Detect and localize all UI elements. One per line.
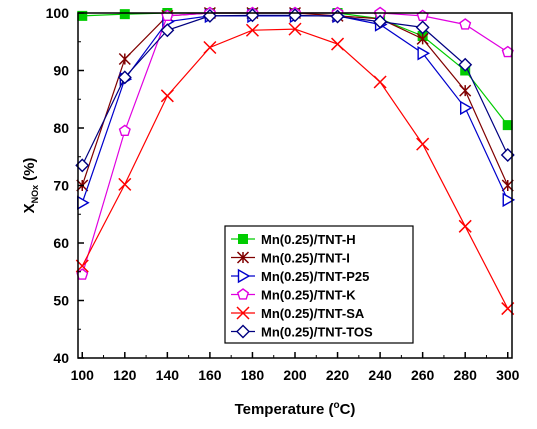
data-point: [245, 23, 259, 37]
x-tick-label: 300: [496, 367, 520, 383]
y-axis-label-main: X: [21, 203, 38, 213]
y-tick-label: 80: [53, 120, 69, 136]
y-tick-label: 100: [46, 5, 70, 21]
data-point: [416, 137, 430, 151]
legend-item: Mn(0.25)/TNT-TOS: [231, 325, 373, 340]
data-point: [459, 84, 472, 97]
y-tick-label: 90: [53, 63, 69, 79]
legend-marker: [238, 234, 248, 244]
data-point: [331, 37, 345, 51]
x-tick-label: 280: [454, 367, 478, 383]
data-point: [416, 9, 429, 22]
x-tick-label: 180: [241, 367, 265, 383]
data-point: [415, 20, 430, 35]
legend-marker: [236, 251, 250, 264]
y-axis-label-subscript: NOx: [30, 185, 40, 204]
data-point: [118, 52, 131, 66]
data-point: [118, 177, 132, 191]
data-point: [373, 14, 388, 29]
legend-box: [224, 225, 414, 344]
series-4: [75, 22, 515, 316]
data-point: [288, 22, 302, 36]
data-point: [118, 124, 131, 137]
axes: 100 120 140 160 180 200 220 240 260 280 300 40 50 60 7…: [46, 5, 520, 383]
legend-item: Mn(0.25)/TNT-H: [231, 232, 356, 247]
data-point: [502, 120, 513, 131]
x-tick-label: 200: [283, 367, 307, 383]
legend-marker: [237, 268, 251, 284]
data-point: [417, 46, 431, 61]
y-axis-label: XNOx (%): [21, 158, 40, 214]
x-tick-label: 100: [71, 367, 95, 383]
data-point: [502, 192, 516, 208]
legend-marker: [236, 306, 250, 320]
legend-item: Mn(0.25)/TNT-P25: [231, 268, 369, 284]
data-point: [458, 219, 472, 233]
y-tick-label: 40: [53, 350, 69, 366]
legend-marker: [236, 324, 250, 339]
legend: Mn(0.25)/TNT-H Mn(0.25)/TNT-I Mn(0.25)/TNT…: [224, 225, 414, 344]
series-line: [81, 12, 509, 186]
data-point: [203, 40, 217, 55]
legend-label: Mn(0.25)/TNT-H: [261, 232, 356, 247]
x-tick-label: 220: [326, 367, 350, 383]
y-axis-label-unit: (%): [21, 158, 38, 181]
y-tick-label: 50: [53, 293, 69, 309]
data-point: [373, 75, 387, 89]
legend-label: Mn(0.25)/TNT-SA: [261, 306, 365, 321]
x-tick-label: 120: [113, 367, 137, 383]
series-5: [75, 8, 515, 173]
data-point: [416, 32, 429, 45]
y-tick-label: 60: [53, 235, 69, 251]
x-tick-label: 260: [411, 367, 435, 383]
data-point: [459, 100, 473, 116]
x-tick-label: 160: [198, 367, 222, 383]
data-point: [160, 23, 175, 38]
data-point: [77, 195, 90, 210]
legend-marker: [236, 288, 250, 300]
legend-label: Mn(0.25)/TNT-P25: [261, 269, 369, 284]
legend-item: Mn(0.25)/TNT-K: [231, 288, 356, 303]
data-point: [330, 9, 345, 24]
legend-label: Mn(0.25)/TNT-K: [261, 288, 356, 303]
legend-label: Mn(0.25)/TNT-TOS: [261, 325, 373, 340]
x-axis-label: Temperature (oC): [235, 400, 356, 418]
series-1: [76, 6, 514, 192]
data-point: [119, 9, 130, 20]
legend-label: Mn(0.25)/TNT-I: [261, 251, 350, 266]
x-tick-label: 240: [368, 367, 392, 383]
x-tick-label: 140: [156, 367, 180, 383]
data-point: [459, 18, 472, 30]
series-line: [81, 15, 509, 203]
data-point: [117, 70, 132, 85]
legend-item: Mn(0.25)/TNT-SA: [231, 306, 365, 321]
data-point: [160, 89, 174, 103]
legend-item: Mn(0.25)/TNT-I: [231, 251, 350, 266]
data-point: [458, 57, 473, 72]
y-tick-label: 70: [53, 178, 69, 194]
